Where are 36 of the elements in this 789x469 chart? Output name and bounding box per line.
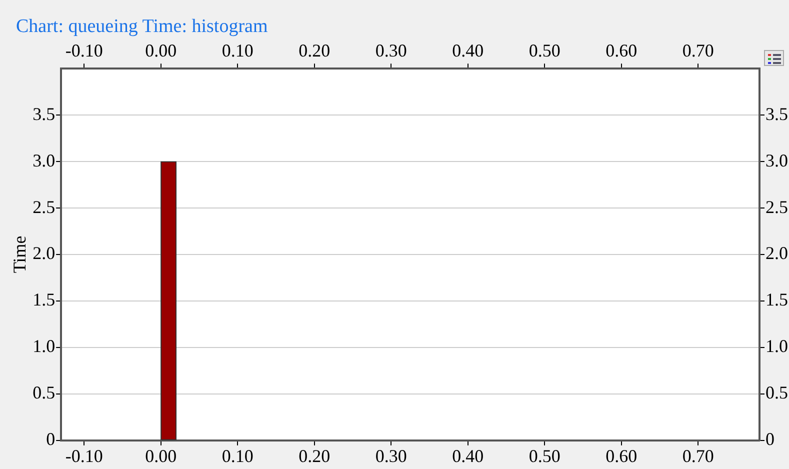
chart-title: Chart: queueing Time: histogram: [16, 16, 268, 38]
y-tick-label: 3.5: [32, 104, 56, 124]
y-tick-label: 2.0: [32, 243, 56, 264]
x2-tick-label: 0.50: [528, 40, 560, 61]
x2-tick-label: -0.10: [65, 40, 103, 61]
y2-tick-label: 0: [766, 429, 774, 450]
y-axis-title: Time: [10, 236, 30, 274]
y2-tick-label: 0.5: [766, 382, 788, 403]
x-tick-label: 0.10: [222, 446, 254, 466]
y2-tick-label: 2.0: [766, 243, 788, 264]
y-tick-label: 0.5: [32, 382, 56, 403]
x-tick-label: -0.10: [65, 446, 103, 466]
y2-tick-label: 1.5: [766, 290, 788, 310]
x-tick-label: 0.70: [682, 446, 714, 466]
x-tick-label: 0.40: [452, 446, 484, 466]
x2-tick-label: 0.40: [452, 40, 484, 61]
x-tick-label: 0.30: [375, 446, 407, 466]
y2-tick-label: 3.0: [766, 150, 788, 170]
y-tick-label: 2.5: [32, 196, 56, 217]
x2-tick-label: 0.30: [375, 40, 407, 61]
x2-tick-label: 0.60: [606, 40, 638, 61]
y-tick-label: 1.0: [32, 336, 56, 356]
y2-tick-label: 2.5: [766, 196, 788, 217]
x2-tick-label: 0.70: [682, 40, 714, 61]
y2-tick-label: 3.5: [766, 104, 788, 124]
x2-tick-label: 0.00: [145, 40, 177, 61]
x2-tick-label: 0.20: [298, 40, 330, 61]
y-tick-label: 3.0: [32, 150, 56, 170]
y-tick-label: 1.5: [32, 290, 56, 310]
x-tick-label: 0.60: [606, 446, 638, 466]
y2-tick-label: 1.0: [766, 336, 788, 356]
x-tick-label: 0.20: [298, 446, 330, 466]
y-tick-label: 0: [46, 429, 56, 450]
x-tick-label: 0.50: [528, 446, 560, 466]
x2-tick-label: 0.10: [222, 40, 254, 61]
x-tick-label: 0.00: [145, 446, 177, 466]
